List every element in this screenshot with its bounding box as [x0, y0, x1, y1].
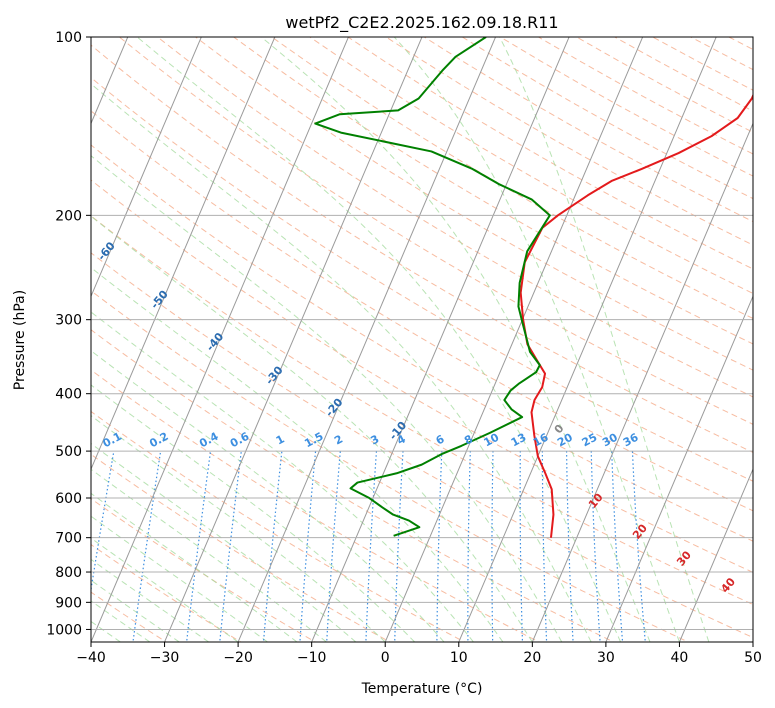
x-tick-label: 30	[597, 650, 615, 666]
moist-adiabat-line	[91, 515, 268, 642]
dry-adiabat-line	[91, 76, 753, 482]
x-axis: −40 −30 −20 −10 0 10 20 30 40 50	[76, 642, 762, 666]
temperature-profile-line	[519, 93, 753, 538]
skewed-isotherm-line	[531, 122, 753, 642]
dry-adiabat-line	[91, 144, 753, 542]
mixing-ratio-line	[467, 451, 471, 642]
y-tick-label: 700	[55, 531, 82, 547]
skewed-isotherm-line	[752, 640, 753, 642]
dry-adiabat-line	[91, 110, 753, 512]
skewed-isotherm-line	[0, 24, 60, 645]
x-tick-label: −40	[76, 650, 106, 666]
y-tick-label: 200	[55, 208, 82, 224]
moist-adiabat-line	[91, 537, 239, 642]
mixing-ratio-label: 20	[555, 431, 575, 450]
mixing-ratio-line	[565, 451, 574, 642]
skewed-isotherms	[0, 24, 753, 645]
y-tick-label: 300	[55, 313, 82, 329]
mixing-ratio-label: 16	[531, 431, 551, 450]
dry-adiabat-line	[157, 37, 753, 398]
x-tick-label: 20	[523, 650, 541, 666]
skewed-isotherm-line	[311, 37, 570, 642]
mixing-ratio-line	[436, 451, 443, 642]
chart-title: wetPf2_C2E2.2025.162.09.18.R11	[285, 13, 558, 33]
line-labels: 0.10.20.40.611.52346810131620253036-100-…	[0, 147, 738, 595]
mixing-ratio-line	[541, 451, 548, 642]
y-tick-label: 800	[55, 565, 82, 581]
moist-adiabat-line	[91, 311, 474, 642]
mixing-ratio-label: 36	[621, 431, 641, 450]
x-axis-label: Temperature (°C)	[361, 681, 483, 697]
x-tick-label: −10	[297, 650, 327, 666]
dry-adiabat-line	[767, 37, 775, 644]
y-tick-label: 500	[55, 444, 82, 460]
moist-adiabat-line	[91, 415, 386, 642]
plot-background	[91, 37, 753, 642]
skewed-isotherm-line	[91, 37, 276, 471]
moist-adiabat-line	[91, 350, 445, 642]
y-tick-label: 900	[55, 595, 82, 611]
x-tick-label: 50	[744, 650, 762, 666]
mixing-ratio-label: 30	[600, 431, 620, 450]
skewed-isotherm-line	[384, 37, 644, 642]
mixing-ratio-label: 25	[580, 431, 600, 450]
plot-frame	[90, 36, 754, 643]
moist-adiabat-line	[91, 267, 504, 642]
y-axis: 100 200 300 400 500 600 700 800 900 1000	[46, 30, 91, 638]
mixing-ratio-line	[519, 451, 524, 642]
dry-adiabat-line	[195, 37, 753, 371]
dry-adiabat-line	[309, 37, 753, 294]
dewpoint-profile-line	[314, 37, 551, 537]
moist-adiabat-line	[91, 492, 298, 642]
profile-lines	[314, 37, 753, 538]
skewed-isotherm-line	[164, 37, 423, 642]
x-tick-label: −20	[223, 650, 253, 666]
skewed-isotherm-line	[605, 295, 753, 642]
moist-adiabat-line	[499, 37, 710, 642]
moist-adiabat-line	[91, 155, 563, 642]
skewed-isotherm-line	[237, 37, 497, 642]
moist-adiabat-line	[91, 468, 327, 642]
mixing-ratio-label: 10	[482, 431, 502, 450]
y-tick-label: 1000	[46, 622, 82, 638]
y-tick-label: 400	[55, 387, 82, 403]
moist-adiabat-line	[260, 37, 651, 642]
skewed-isotherm-line	[91, 37, 202, 298]
y-tick-label: 600	[55, 491, 82, 507]
mixing-ratio-line	[491, 451, 494, 642]
mixing-ratio-lines	[91, 450, 646, 642]
moist-adiabat-line	[91, 579, 180, 642]
y-axis-label: Pressure (hPa)	[12, 290, 28, 390]
moist-adiabat-line	[91, 83, 592, 642]
x-tick-label: 10	[450, 650, 468, 666]
y-tick-label: 100	[55, 30, 82, 46]
x-tick-label: 40	[671, 650, 689, 666]
mixing-ratio-line	[394, 451, 404, 642]
moist-adiabat-line	[393, 37, 680, 642]
dry-adiabat-line	[91, 179, 753, 573]
skewed-isotherm-line	[458, 37, 717, 642]
skewed-isotherm-line	[678, 467, 753, 642]
moist-adiabat-line	[136, 37, 622, 642]
pressure-grid	[91, 37, 753, 630]
mixing-ratio-label: 13	[509, 431, 529, 450]
isotherm-label: -80	[0, 147, 10, 171]
x-tick-label: −30	[150, 650, 180, 666]
moist-adiabat-line	[91, 558, 209, 642]
moist-adiabat-line	[91, 215, 533, 642]
moist-adiabats	[91, 37, 710, 642]
x-tick-label: 0	[381, 650, 390, 666]
skewed-isotherm-line	[91, 37, 349, 642]
